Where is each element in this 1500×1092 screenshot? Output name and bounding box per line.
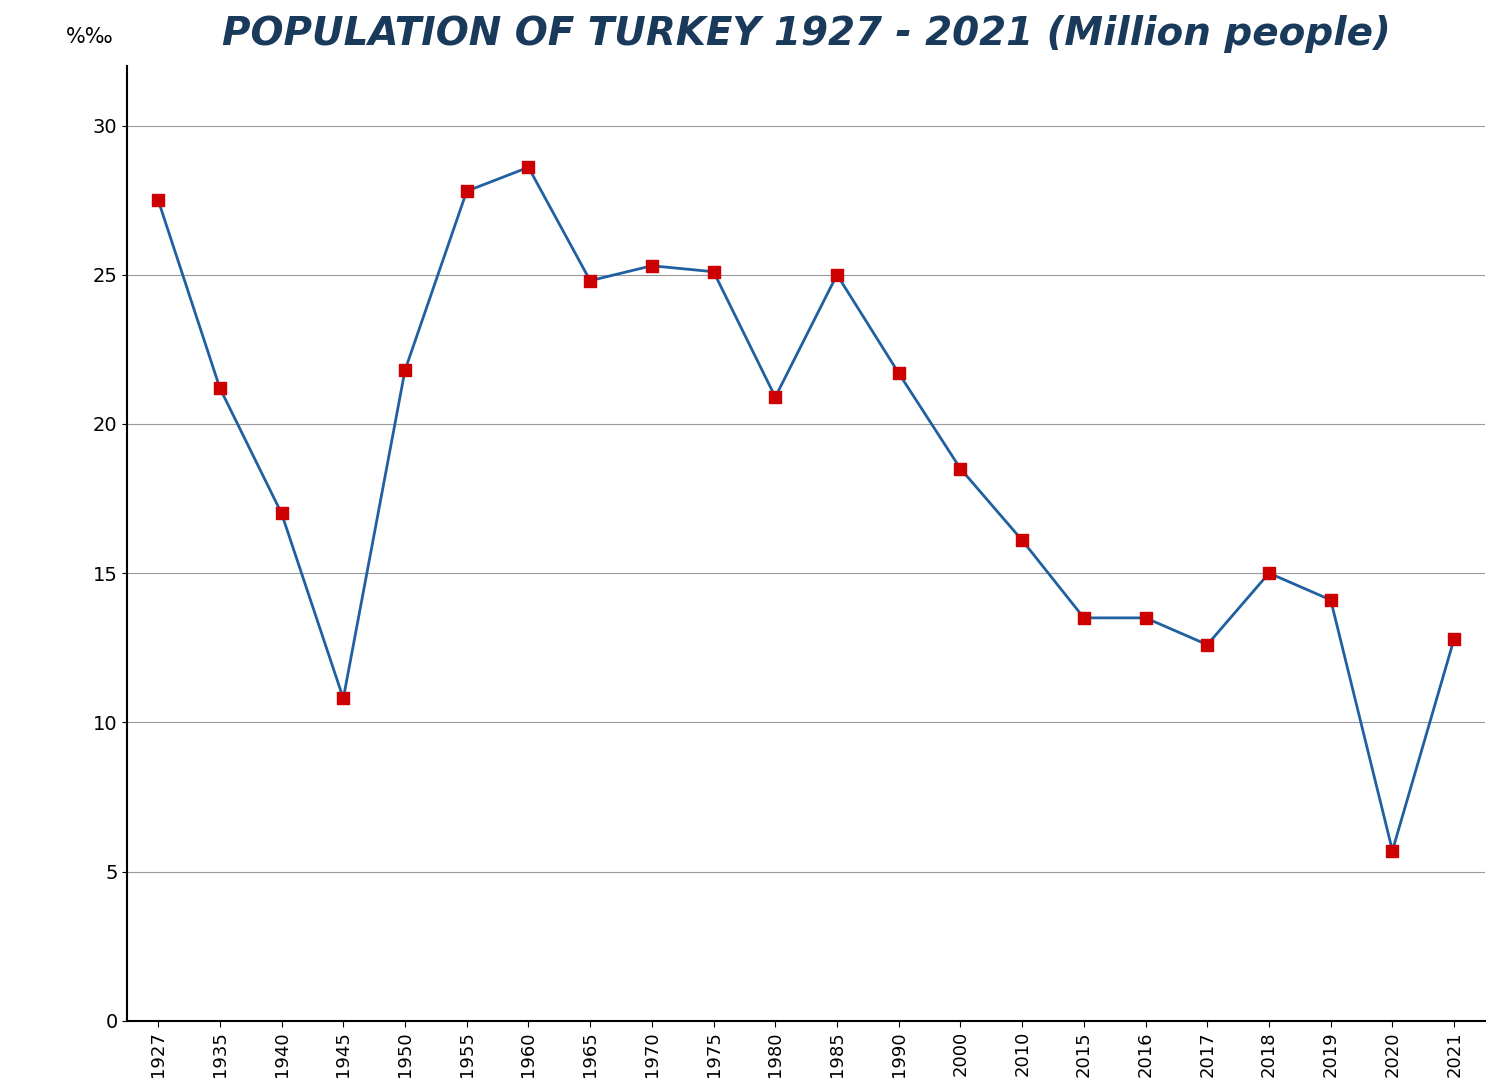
Point xyxy=(393,361,417,379)
Text: %‰: %‰ xyxy=(66,26,114,47)
Point xyxy=(1010,532,1034,549)
Point xyxy=(1196,636,1219,653)
Point xyxy=(825,266,849,284)
Point xyxy=(1442,630,1466,648)
Point xyxy=(1134,609,1158,627)
Point xyxy=(146,191,170,209)
Point xyxy=(1072,609,1096,627)
Point xyxy=(578,272,602,289)
Point xyxy=(640,257,664,274)
Point xyxy=(1318,591,1342,608)
Point xyxy=(332,690,356,708)
Point xyxy=(454,182,478,200)
Point xyxy=(1257,565,1281,582)
Point xyxy=(886,365,910,382)
Title: POPULATION OF TURKEY 1927 - 2021 (Million people): POPULATION OF TURKEY 1927 - 2021 (Millio… xyxy=(222,15,1390,54)
Point xyxy=(948,460,972,477)
Point xyxy=(516,158,540,176)
Point xyxy=(270,505,294,522)
Point xyxy=(209,379,232,396)
Point xyxy=(702,263,726,281)
Point xyxy=(764,389,788,406)
Point xyxy=(1380,842,1404,859)
